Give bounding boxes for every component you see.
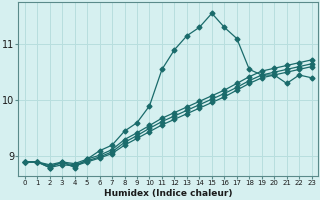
- X-axis label: Humidex (Indice chaleur): Humidex (Indice chaleur): [104, 189, 232, 198]
